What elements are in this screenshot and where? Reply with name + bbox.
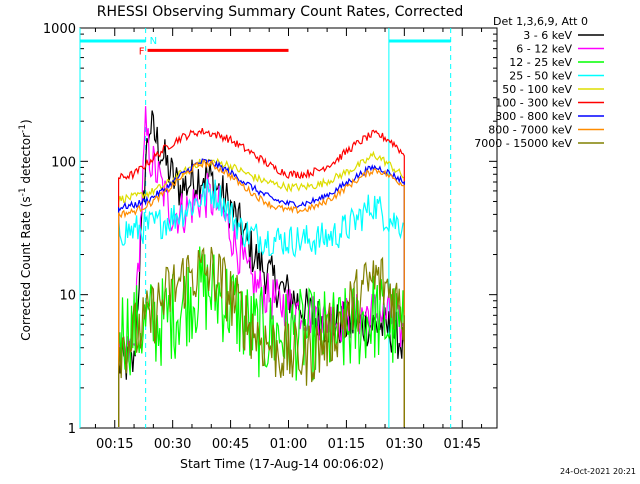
legend-entry-label: 100 - 300 keV (495, 97, 572, 110)
series-line-3-6keV (117, 110, 405, 427)
series-line-25-50keV (117, 178, 405, 427)
flag-label: F (139, 46, 145, 57)
y-axis-label-part: -1 (18, 124, 28, 133)
legend-entry-label: 800 - 7000 keV (488, 124, 572, 137)
y-axis-label-part: -1 (18, 187, 28, 196)
y-tick-label: 10 (59, 289, 76, 304)
x-tick-label: 00:45 (212, 437, 249, 452)
series-line-100-300keV (117, 127, 405, 427)
plot-area: 1 10 100 1000 00:15 00:30 00:45 01:00 01:15 01:30… (43, 22, 498, 452)
legend-entry-label: 6 - 12 keV (516, 43, 572, 56)
legend-entry-label: 3 - 6 keV (523, 29, 572, 42)
x-axis-label: Start Time (17-Aug-14 00:06:02) (180, 456, 384, 471)
x-tick-label: 01:45 (444, 437, 481, 452)
legend-entry-label: 7000 - 15000 keV (474, 137, 572, 150)
x-tick-label: 01:30 (386, 437, 423, 452)
y-tick-label: 100 (51, 155, 76, 170)
x-tick-label: 00:30 (154, 437, 191, 452)
series-line-12-25keV (117, 246, 405, 427)
legend-entry-label: 50 - 100 keV (502, 83, 572, 96)
y-tick-label: 1000 (43, 22, 76, 37)
series-line-6-12keV (117, 106, 405, 427)
series-line-50-100keV (117, 150, 405, 427)
legend-entry-label: 12 - 25 keV (509, 56, 572, 69)
legend-entry-label: 300 - 800 keV (495, 110, 572, 123)
marker-label: N (150, 36, 157, 47)
series-line-7000-15000keV (117, 246, 405, 427)
y-axis-label-part: Corrected Count Rate (s (19, 196, 33, 340)
x-tick-label: 00:15 (96, 437, 133, 452)
x-tick-label: 01:15 (328, 437, 365, 452)
y-axis-label: Corrected Count Rate (s-1 detector-1) (18, 119, 33, 340)
plot-frame (79, 27, 498, 429)
chart-title: RHESSI Observing Summary Count Rates, Co… (97, 4, 463, 20)
y-axis-label-part: detector (19, 133, 33, 188)
legend-entry-label: 25 - 50 keV (509, 70, 572, 83)
series-line-800-7000keV (117, 158, 405, 427)
legend-header: Det 1,3,6,9, Att 0 (493, 15, 588, 28)
y-axis-label-part: ) (19, 119, 33, 124)
x-tick-label: 01:00 (270, 437, 307, 452)
footer-timestamp: 24-Oct-2021 20:21 (560, 467, 636, 476)
y-tick-label: 1 (68, 422, 76, 437)
